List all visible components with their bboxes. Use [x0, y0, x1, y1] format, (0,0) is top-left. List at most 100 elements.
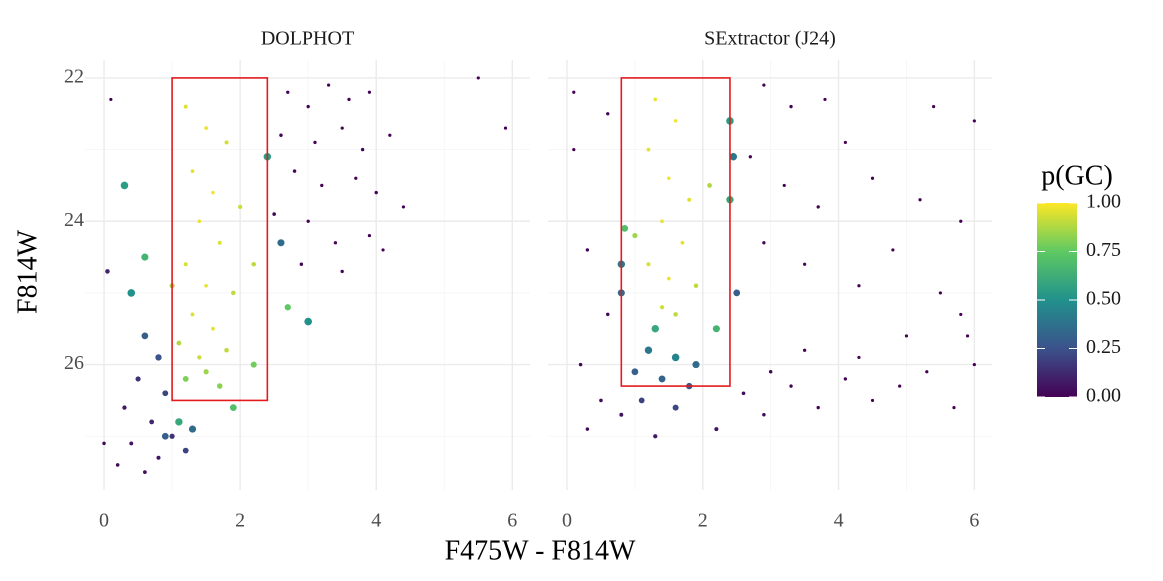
point	[789, 384, 793, 388]
point	[304, 317, 312, 326]
point	[572, 90, 576, 94]
point	[292, 169, 297, 173]
x-tick-label: 0	[99, 510, 109, 532]
point	[175, 418, 183, 426]
point	[176, 340, 182, 346]
point	[673, 119, 678, 123]
colorbar-tick-label: 0.75	[1086, 239, 1121, 261]
point	[631, 368, 639, 376]
point	[183, 104, 188, 109]
point	[667, 176, 671, 180]
point	[367, 90, 372, 94]
point	[712, 325, 720, 333]
point	[714, 427, 719, 432]
point	[162, 390, 169, 397]
point	[904, 334, 909, 338]
point	[891, 248, 895, 252]
point	[354, 176, 358, 180]
point	[182, 376, 189, 382]
point	[374, 190, 378, 195]
point	[224, 140, 229, 145]
point	[959, 219, 963, 223]
point	[229, 404, 237, 411]
point	[190, 312, 195, 317]
point	[632, 232, 638, 239]
point	[789, 104, 793, 109]
point	[965, 334, 970, 338]
point	[768, 370, 773, 374]
point	[299, 262, 304, 266]
point	[671, 353, 680, 362]
point	[320, 183, 324, 188]
point	[972, 119, 976, 123]
point	[347, 97, 351, 102]
colorbar-tick-label: 1.00	[1086, 191, 1121, 213]
point	[857, 355, 861, 360]
point	[585, 427, 590, 431]
point	[572, 147, 576, 152]
colorbar-title: p(GC)	[1041, 160, 1113, 191]
point	[333, 241, 338, 245]
point	[231, 290, 236, 296]
point	[672, 404, 679, 411]
point	[156, 455, 161, 460]
point	[122, 405, 127, 410]
point	[169, 433, 175, 439]
point	[816, 405, 820, 410]
point	[286, 90, 290, 94]
selection-box	[171, 77, 269, 402]
point	[340, 126, 344, 130]
point	[216, 383, 223, 389]
point	[692, 361, 700, 369]
point	[284, 304, 291, 311]
point	[237, 204, 243, 210]
point	[646, 262, 651, 267]
colorbar-tick-label: 0.00	[1086, 385, 1121, 407]
point	[693, 283, 699, 289]
point	[197, 355, 202, 360]
point	[120, 181, 129, 190]
y-axis-label: F814W	[12, 229, 43, 314]
facet-title: SExtractor (J24)	[704, 28, 836, 50]
point	[115, 463, 120, 467]
point	[360, 147, 365, 152]
point	[918, 198, 922, 202]
point	[105, 269, 110, 274]
y-tick-label: 24	[64, 209, 84, 231]
point	[803, 262, 807, 266]
point	[141, 253, 149, 261]
point	[959, 312, 963, 317]
point	[606, 312, 610, 317]
x-tick-label: 4	[834, 510, 844, 532]
point	[381, 248, 385, 252]
facet-title: DOLPHOT	[261, 28, 354, 50]
point	[306, 104, 310, 109]
point	[250, 361, 257, 368]
point	[870, 176, 875, 180]
point	[277, 239, 285, 247]
point	[653, 434, 658, 439]
selection-box	[620, 77, 731, 387]
x-tick-label: 4	[371, 510, 381, 532]
y-tick-label: 22	[64, 66, 84, 88]
point	[135, 376, 141, 382]
point	[621, 225, 629, 232]
colorbar-tick-label: 0.50	[1086, 288, 1121, 310]
point	[141, 332, 149, 340]
point	[673, 312, 678, 317]
point	[102, 441, 106, 446]
x-axis-label: F475W - F814W	[445, 535, 636, 566]
point	[658, 375, 666, 383]
point	[898, 384, 902, 388]
point	[660, 219, 664, 224]
point	[932, 104, 936, 109]
colorbar-tick-label: 0.25	[1086, 336, 1121, 358]
point	[733, 289, 741, 297]
point	[653, 97, 658, 102]
point	[619, 412, 624, 417]
point	[149, 419, 155, 425]
point	[870, 398, 875, 403]
point	[401, 205, 406, 209]
point	[782, 183, 786, 188]
